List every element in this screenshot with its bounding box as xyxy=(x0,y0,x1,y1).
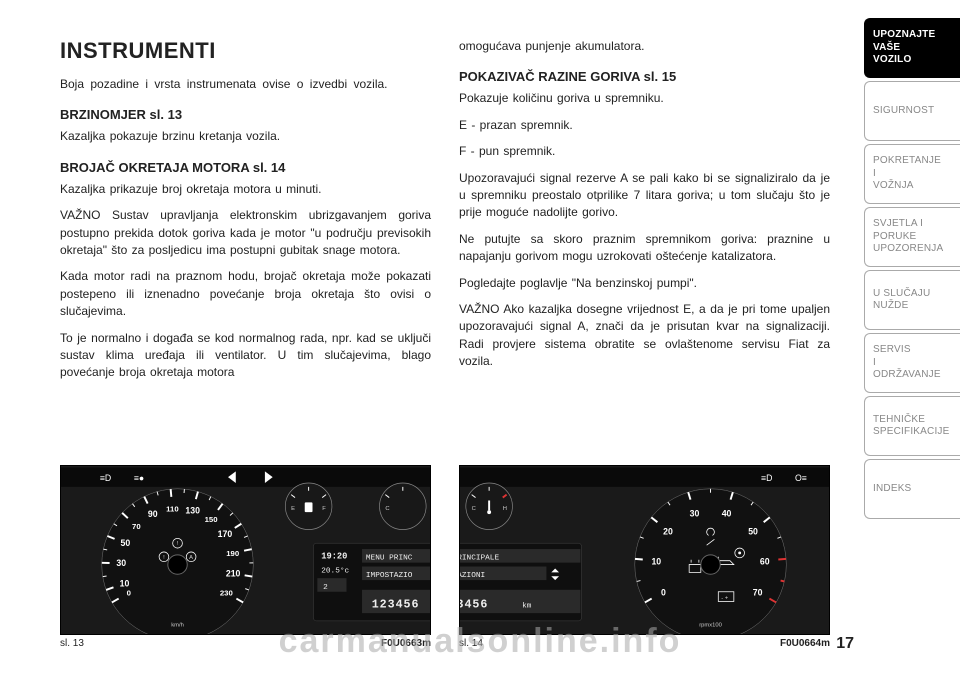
svg-text:190: 190 xyxy=(226,549,239,558)
svg-text:150: 150 xyxy=(205,515,218,524)
lcd-menu: NU PRINCIPALE xyxy=(460,555,499,563)
figure-13-caption: sl. 13 F0U0663m xyxy=(60,638,431,649)
temp-mini-gauge: C xyxy=(380,483,427,530)
figure-14: ≡D O≡ NU PRINCIPALE POSTAZIONI 123456 km xyxy=(459,465,830,649)
lcd-temp: 20.5°c xyxy=(321,566,349,575)
figure-13-code: F0U0663m xyxy=(381,638,431,649)
figure-14-image: ≡D O≡ NU PRINCIPALE POSTAZIONI 123456 km xyxy=(459,465,830,635)
lcd-odo: 123456 xyxy=(372,598,420,611)
tacho-unit: rpmx100 xyxy=(699,623,722,629)
para-f4: Upozoravajući signal rezerve A se pali k… xyxy=(459,170,830,222)
lcd-panel: 19:20 20.5°c 2 MENU PRINC IMPOSTAZIO 123… xyxy=(313,543,430,621)
intro-para: Boja pozadine i vrsta instrumenata ovise… xyxy=(60,76,431,93)
para-f3: F - pun spremnik. xyxy=(459,143,830,160)
svg-text:C: C xyxy=(385,506,389,512)
heading-brojac: BROJAČ OKRETAJA MOTORA sl. 14 xyxy=(60,160,431,175)
figures-row: ≡D ≡● 10305070901101301501701902102300 k… xyxy=(60,465,830,649)
para-f6: Pogledajte poglavlje "Na benzinskoj pump… xyxy=(459,275,830,292)
figure-14-caption: sl. 14 F0U0664m xyxy=(459,638,830,649)
svg-text:70: 70 xyxy=(753,588,763,598)
fog-front-icon: ≡D xyxy=(100,473,111,483)
heading-brzinomjer: BRZINOMJER sl. 13 xyxy=(60,107,431,122)
lcd-menu: MENU PRINC xyxy=(366,555,413,563)
speedo-unit: km/h xyxy=(171,623,184,629)
para-rpm4: To je normalno i događa se kod normalnog… xyxy=(60,330,431,382)
figure-13: ≡D ≡● 10 30 5070 90 110 130 150170 190 210 230 0 k… xyxy=(60,465,431,649)
lcd-sub: POSTAZIONI xyxy=(460,572,485,580)
para-rpm3: Kada motor radi na praznom hodu, brojač … xyxy=(60,268,431,320)
para-rpm1: Kazaljka prikazuje broj okretaja motora … xyxy=(60,181,431,198)
figure-13-label: sl. 13 xyxy=(60,638,84,649)
page-number: 17 xyxy=(836,635,854,653)
svg-text:30: 30 xyxy=(690,508,700,518)
para-f2: E - prazan spremnik. xyxy=(459,117,830,134)
para-brz: Kazaljka pokazuje brzinu kretanja vozila… xyxy=(60,128,431,145)
section-tab-5[interactable]: SERVISIODRŽAVANJE xyxy=(864,333,960,393)
para-f1: Pokazuje količinu goriva u spremniku. xyxy=(459,90,830,107)
svg-text:210: 210 xyxy=(226,568,241,578)
svg-text:170: 170 xyxy=(218,529,233,539)
figure-14-code: F0U0664m xyxy=(780,638,830,649)
section-tab-3[interactable]: SVJETLA IPORUKEUPOZORENJA xyxy=(864,207,960,267)
svg-text:70: 70 xyxy=(132,522,141,531)
svg-text:110: 110 xyxy=(166,504,179,513)
fog-rear-icon: ≡● xyxy=(134,473,144,483)
lcd-sub: IMPOSTAZIO xyxy=(366,572,413,580)
svg-text:F: F xyxy=(322,506,326,512)
speedometer-svg: ≡D ≡● 10 30 5070 90 110 130 150170 190 210 230 0 k… xyxy=(61,466,430,634)
figure-13-image: ≡D ≡● 10 30 5070 90 110 130 150170 190 210 230 0 k… xyxy=(60,465,431,635)
para-rpm2: VAŽNO Sustav upravljanja elektronskim ub… xyxy=(60,207,431,259)
temp-mini-gauge: C H xyxy=(466,483,513,530)
para-cont: omogućava punjenje akumulatora. xyxy=(459,38,830,55)
fuel-mini-gauge: E F xyxy=(285,483,332,530)
lcd-time: 19:20 xyxy=(321,552,347,562)
section-tab-7[interactable]: INDEKS xyxy=(864,459,960,519)
fog-rear-icon: O≡ xyxy=(795,473,807,483)
para-f7: VAŽNO Ako kazaljka dosegne vrijednost E,… xyxy=(459,301,830,371)
section-tab-1[interactable]: SIGURNOST xyxy=(864,81,960,141)
para-f5: Ne putujte sa skoro praznim spremnikom g… xyxy=(459,231,830,266)
highbeam-icon: ≡D xyxy=(761,473,772,483)
section-tabs: UPOZNAJTEVAŠEVOZILOSIGURNOSTPOKRETANJEIV… xyxy=(864,18,960,519)
svg-text:0: 0 xyxy=(127,589,131,598)
tachometer-gauge: 0 10 20 30 40 50 60 70 rpmx100 - + xyxy=(635,489,786,634)
svg-text:60: 60 xyxy=(760,556,770,566)
svg-text:50: 50 xyxy=(748,527,758,537)
lcd-odo: 123456 xyxy=(460,598,488,611)
tachometer-svg: ≡D O≡ NU PRINCIPALE POSTAZIONI 123456 km xyxy=(460,466,829,634)
heading-fuel: POKAZIVAČ RAZINE GORIVA sl. 15 xyxy=(459,69,830,84)
svg-text:- +: - + xyxy=(721,596,729,602)
lcd-gear-icon: 2 xyxy=(323,584,328,592)
svg-text:40: 40 xyxy=(722,508,732,518)
heading-instrumenti: INSTRUMENTI xyxy=(60,38,431,64)
section-tab-4[interactable]: U SLUČAJUNUŽDE xyxy=(864,270,960,330)
lcd-panel: NU PRINCIPALE POSTAZIONI 123456 km xyxy=(460,543,581,621)
speedometer-gauge: 10305070901101301501701902102300 km/h ! … xyxy=(102,489,253,634)
svg-text:A: A xyxy=(189,555,193,561)
section-tab-6[interactable]: TEHNIČKESPECIFIKACIJE xyxy=(864,396,960,456)
lcd-odo-unit: km xyxy=(522,602,532,610)
svg-text:50: 50 xyxy=(121,538,131,548)
section-tab-2[interactable]: POKRETANJEIVOŽNJA xyxy=(864,144,960,204)
svg-text:20: 20 xyxy=(663,527,673,537)
svg-text:0: 0 xyxy=(661,588,666,598)
svg-text:90: 90 xyxy=(148,509,158,519)
figure-14-label: sl. 14 xyxy=(459,638,483,649)
svg-text:10: 10 xyxy=(651,556,661,566)
svg-text:130: 130 xyxy=(185,505,200,515)
section-tab-0[interactable]: UPOZNAJTEVAŠEVOZILO xyxy=(864,18,960,78)
svg-text:C: C xyxy=(472,506,476,512)
svg-text:30: 30 xyxy=(116,558,126,568)
svg-text:E: E xyxy=(291,506,295,512)
svg-text:10: 10 xyxy=(120,578,130,588)
svg-text:230: 230 xyxy=(220,589,233,598)
svg-text:H: H xyxy=(503,506,507,512)
